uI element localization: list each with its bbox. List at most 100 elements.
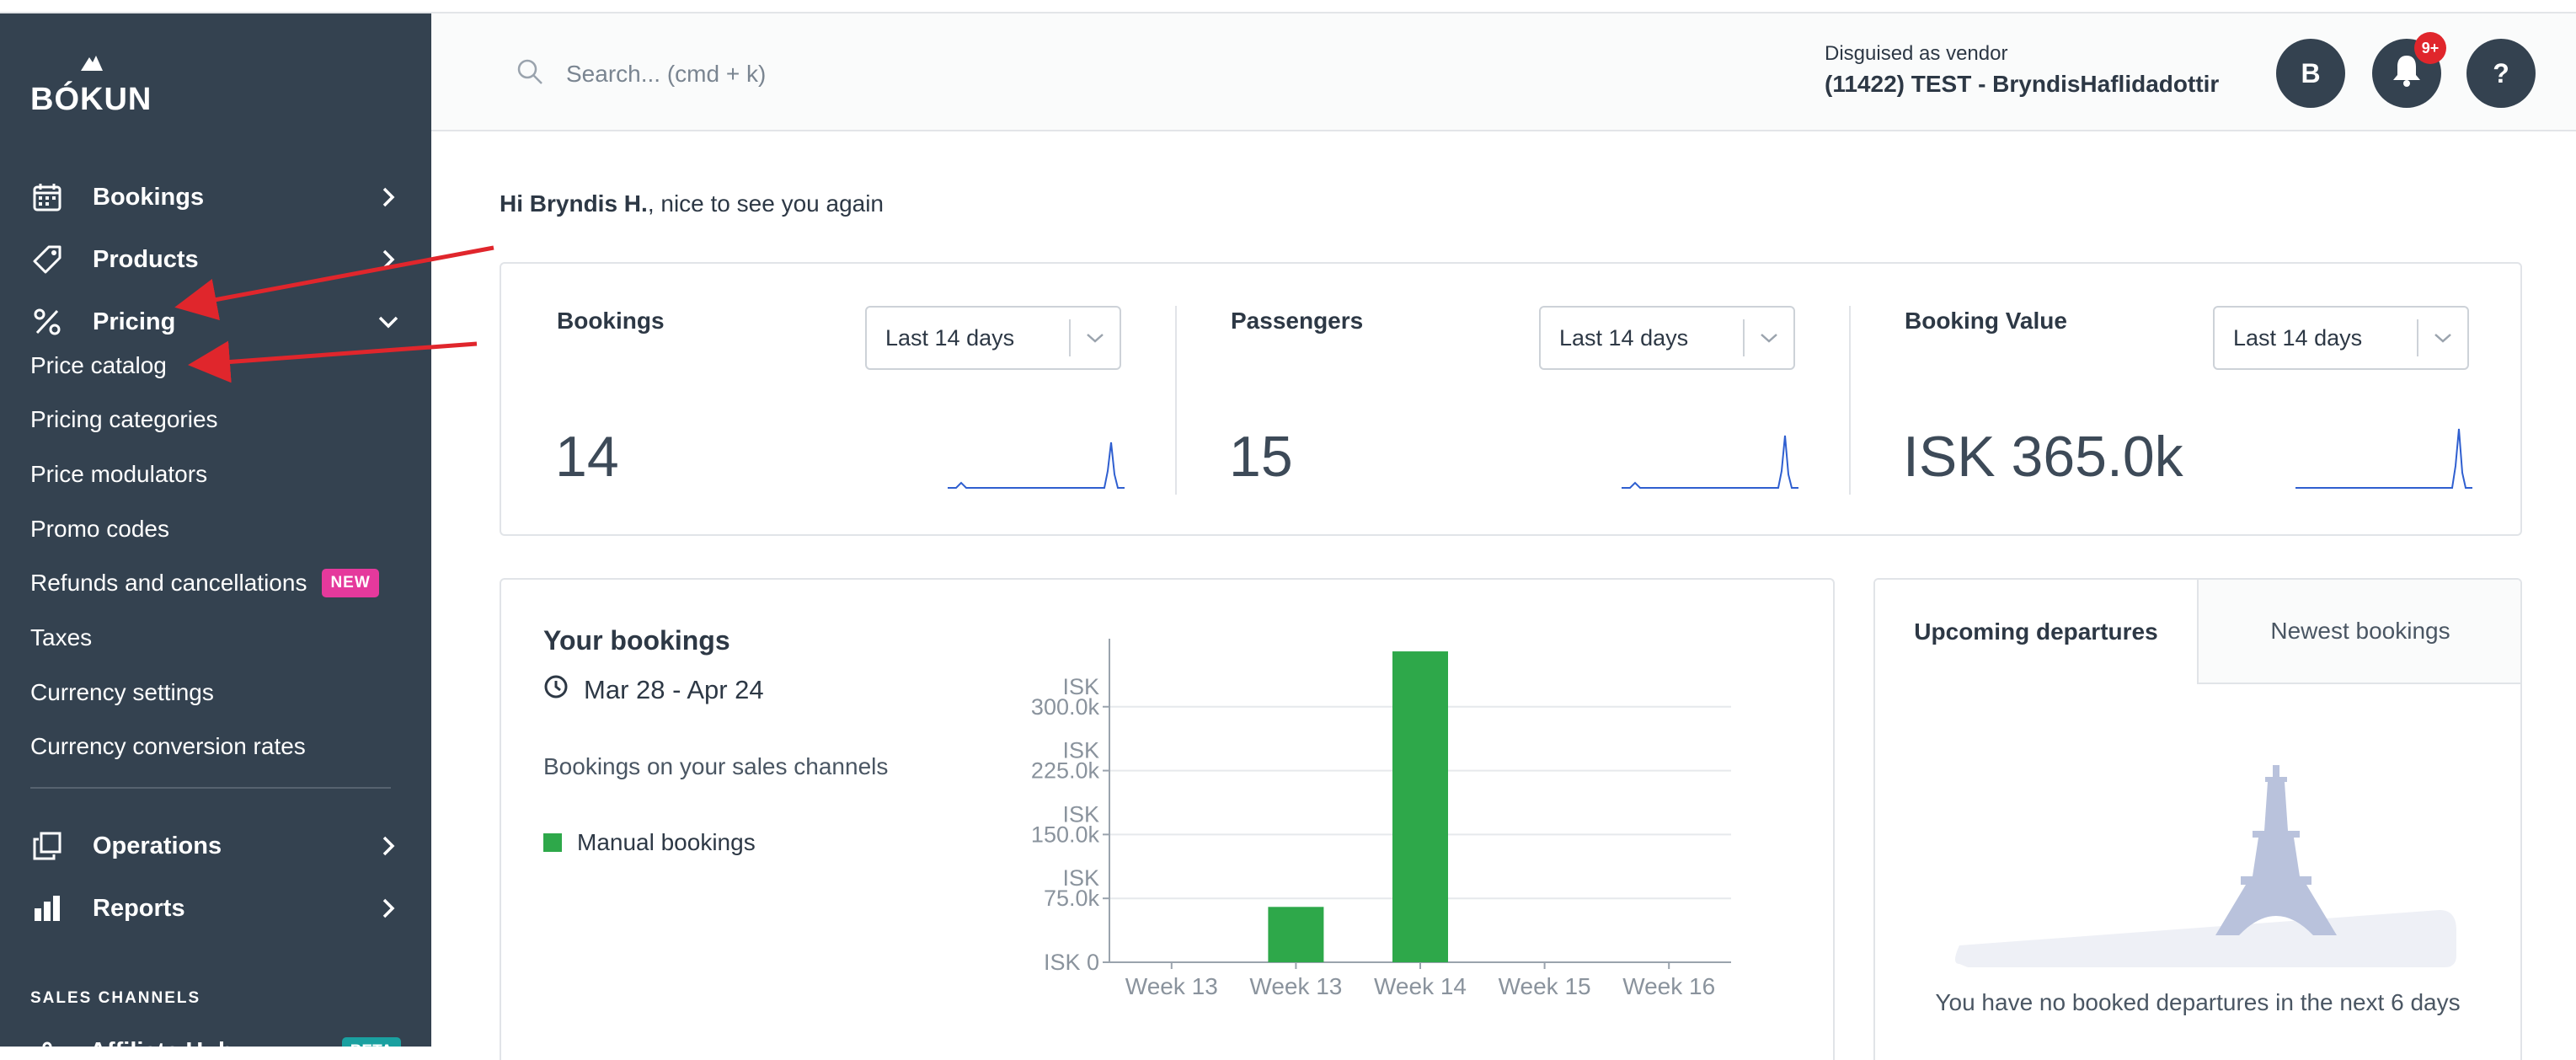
stat-title: Booking Value <box>1905 308 2067 334</box>
sub-taxes[interactable]: Taxes <box>30 624 93 650</box>
sub-promo-codes[interactable]: Promo codes <box>30 516 169 542</box>
bokun-logo[interactable]: BÓKUN <box>30 51 152 118</box>
y-tick-label: ISK <box>1062 801 1099 827</box>
select-divider <box>2417 319 2418 356</box>
sub-price-modulators[interactable]: Price modulators <box>30 461 208 487</box>
y-tick-label: 75.0k <box>1044 886 1100 911</box>
nav-operations[interactable]: Operations <box>30 822 401 870</box>
greeting-rest: , nice to see you again <box>647 190 884 217</box>
tab-newest-bookings[interactable]: Newest bookings <box>2197 580 2520 684</box>
chevron-right-icon <box>376 833 401 859</box>
percent-icon <box>30 305 64 339</box>
x-tick-label: Week 14 <box>1374 973 1467 999</box>
greeting-name: Hi Bryndis H. <box>500 190 648 217</box>
stat-passengers: Passengers Last 14 days 15 <box>1175 264 1849 534</box>
nav-pricing-label: Pricing <box>93 308 176 335</box>
stat-divider <box>1175 306 1177 495</box>
y-tick-label: ISK 0 <box>1044 950 1099 975</box>
calendar-icon <box>30 180 64 214</box>
x-tick-label: Week 15 <box>1499 973 1591 999</box>
period-select[interactable]: Last 14 days <box>2213 306 2469 370</box>
chevron-down-icon <box>2418 331 2467 345</box>
search-icon <box>516 57 544 90</box>
nav-products[interactable]: Products <box>30 236 401 283</box>
sub-refunds-label: Refunds and cancellations <box>30 570 307 596</box>
nav-operations-label: Operations <box>93 832 222 859</box>
bar-chart-icon <box>30 891 64 925</box>
vendor-name: (11422) TEST - BryndisHaflidadottir <box>1825 71 2220 97</box>
stat-value: 15 <box>1229 425 1293 489</box>
nav-affiliate-hub[interactable]: Affiliate Hub BETA <box>30 1035 401 1047</box>
stat-booking-value: Booking Value Last 14 days ISK 365.0k <box>1849 264 2523 534</box>
nav-bookings[interactable]: Bookings <box>30 174 401 221</box>
bar <box>1268 907 1324 962</box>
stat-title: Passengers <box>1231 308 1364 334</box>
sub-currency-conversion-rates[interactable]: Currency conversion rates <box>30 733 306 759</box>
bell-icon <box>2391 53 2423 94</box>
vendor-label: Disguised as vendor <box>1825 42 2008 65</box>
x-tick-label: Week 13 <box>1125 973 1218 999</box>
stat-title: Bookings <box>557 308 665 334</box>
date-range[interactable]: Mar 28 - Apr 24 <box>543 674 764 706</box>
sub-currency-settings[interactable]: Currency settings <box>30 679 214 705</box>
y-tick-label: 225.0k <box>1031 758 1100 784</box>
period-select[interactable]: Last 14 days <box>865 306 1121 370</box>
nav-reports[interactable]: Reports <box>30 885 401 932</box>
empty-state-text: You have no booked departures in the nex… <box>1935 989 2461 1015</box>
nav-products-label: Products <box>93 245 199 273</box>
greeting: Hi Bryndis H., nice to see you again <box>500 190 884 217</box>
chevron-down-icon <box>1745 331 1793 345</box>
tag-icon <box>30 243 64 276</box>
x-tick-label: Week 16 <box>1622 973 1715 999</box>
bar <box>1392 651 1448 962</box>
notifications-button[interactable]: 9+ <box>2372 32 2446 108</box>
nav-affiliate-label: Affiliate Hub <box>89 1038 342 1047</box>
top-header: Disguised as vendor (11422) TEST - Brynd… <box>431 13 2576 131</box>
chart-legend: Manual bookings <box>543 829 756 856</box>
sub-refunds-and-cancellations[interactable]: Refunds and cancellations NEW <box>30 566 379 600</box>
sales-channels-text: Bookings on your sales channels <box>543 753 889 779</box>
notification-count-badge: 9+ <box>2414 32 2446 64</box>
period-select-value: Last 14 days <box>1559 324 1689 351</box>
nav-pricing[interactable]: Pricing <box>30 298 401 345</box>
chevron-down-icon <box>1071 331 1120 345</box>
nav-bookings-label: Bookings <box>93 183 205 211</box>
period-select-value: Last 14 days <box>885 324 1015 351</box>
search-input[interactable] <box>566 60 1072 88</box>
x-tick-label: Week 13 <box>1249 973 1342 999</box>
sparkline <box>1622 435 1798 489</box>
stats-card: Bookings Last 14 days 14 Passengers Last… <box>500 262 2522 536</box>
sidebar-divider <box>30 787 391 789</box>
new-badge: NEW <box>322 569 379 597</box>
sub-pricing-categories[interactable]: Pricing categories <box>30 406 218 432</box>
stat-value: ISK 365.0k <box>1903 425 2183 489</box>
chevron-right-icon <box>376 896 401 921</box>
y-tick-label: 150.0k <box>1031 822 1100 847</box>
nav-reports-label: Reports <box>93 894 185 922</box>
top-edge <box>0 0 2576 13</box>
chevron-right-icon <box>376 185 401 210</box>
chevron-down-icon <box>376 309 401 335</box>
beta-badge: BETA <box>341 1037 401 1047</box>
y-tick-label: ISK <box>1062 674 1099 699</box>
copy-icon <box>30 829 64 863</box>
your-bookings-card: Your bookings Mar 28 - Apr 24 Bookings o… <box>500 578 1835 1060</box>
bookings-bar-chart: ISK 0ISK75.0kISK150.0kISK225.0kISK300.0k… <box>1031 639 1731 999</box>
stat-value: 14 <box>555 425 619 489</box>
search-bar[interactable] <box>516 57 1072 90</box>
period-select[interactable]: Last 14 days <box>1539 306 1795 370</box>
sub-price-catalog[interactable]: Price catalog <box>30 352 167 378</box>
vendor-info: Disguised as vendor (11422) TEST - Brynd… <box>1825 42 2219 98</box>
select-divider <box>1743 319 1745 356</box>
y-tick-label: ISK <box>1062 865 1099 891</box>
mountain-logo-icon <box>81 56 103 71</box>
sparkline <box>948 442 1125 489</box>
help-button[interactable]: ? <box>2466 39 2536 108</box>
legend-swatch <box>543 833 562 852</box>
tab-upcoming-departures[interactable]: Upcoming departures <box>1875 580 2197 684</box>
legend-label: Manual bookings <box>577 829 756 855</box>
departures-card: Upcoming departures Newest bookings You … <box>1873 578 2522 1060</box>
sales-channels-label: SALES CHANNELS <box>30 989 201 1007</box>
avatar-button[interactable]: B <box>2276 39 2345 108</box>
